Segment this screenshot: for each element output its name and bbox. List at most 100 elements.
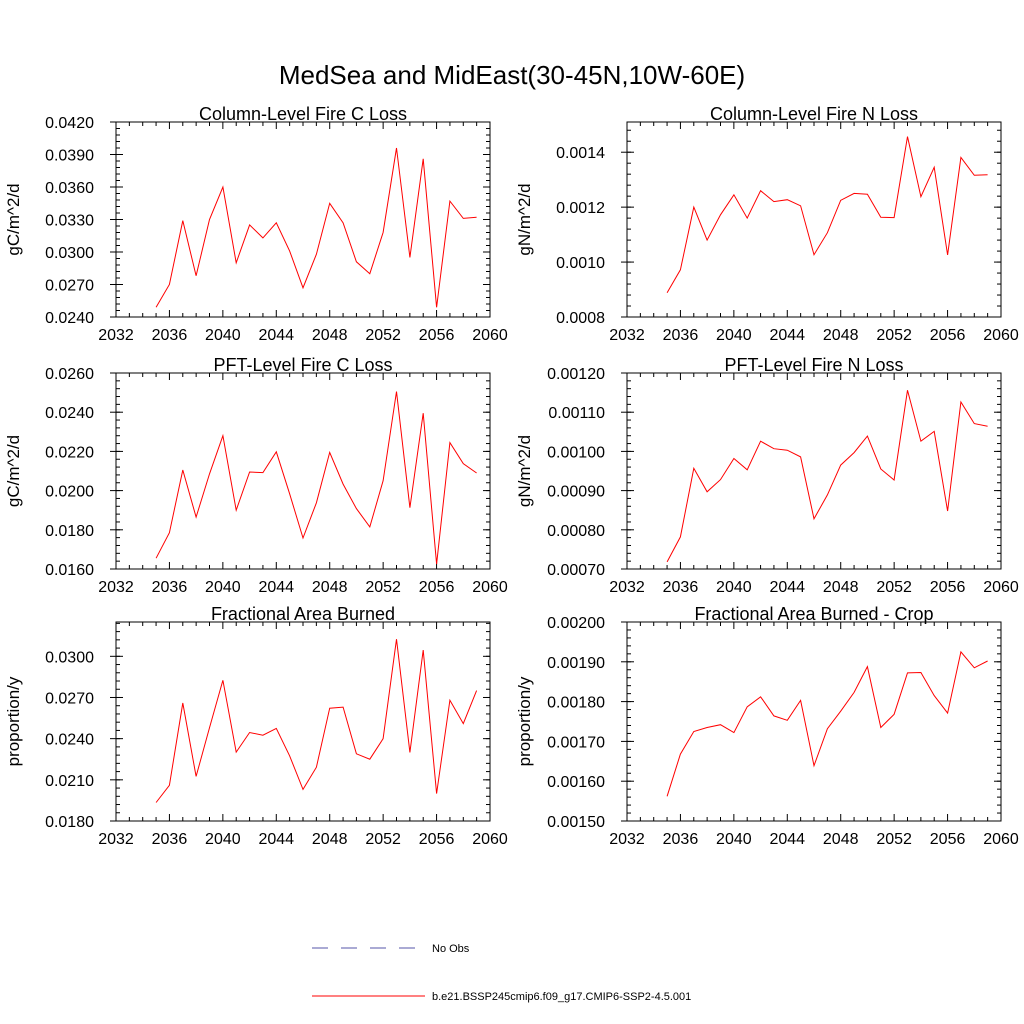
x-tick-label: 2036 [152,579,188,596]
y-tick-label: 0.0240 [45,405,94,422]
plot-frame [115,372,491,570]
x-tick-label: 2044 [258,327,294,344]
panel-title: PFT-Level Fire C Loss [213,355,392,375]
legend-label-model: b.e21.BSSP245cmip6.f09_g17.CMIP6-SSP2-4.… [432,991,691,1003]
x-tick-label: 2040 [205,327,241,344]
y-tick-label: 0.00090 [547,484,605,501]
x-tick-label: 2060 [472,831,508,848]
chart-panel-6: 2032 2036 2040 2044 2048 2052 2056 2060 0.00150 0… [515,604,1019,848]
x-tick-label: 2052 [876,579,912,596]
x-tick-label: 2036 [152,831,188,848]
y-axis-label: gN/m^2/d [515,183,534,255]
x-tick-label: 2036 [152,327,188,344]
plot-frame [115,621,491,822]
y-tick-label: 0.0160 [45,562,94,579]
x-tick-label: 2052 [365,831,401,848]
x-tick-label: 2036 [663,831,699,848]
x-tick-label: 2056 [419,579,455,596]
x-tick-label: 2044 [769,831,805,848]
y-tick-label: 0.0360 [45,180,94,197]
x-tick-label: 2048 [312,327,348,344]
x-tick-label: 2040 [716,327,752,344]
series-line [155,639,478,803]
x-tick-label: 2052 [365,327,401,344]
y-tick-label: 0.0270 [45,278,94,295]
y-tick-label: 0.0010 [556,255,605,272]
panel-title: Fractional Area Burned [211,604,395,624]
x-tick-label: 2060 [983,327,1019,344]
plot-frame [626,372,1002,570]
y-tick-label: 0.00080 [547,523,605,540]
panel-title: PFT-Level Fire N Loss [724,355,903,375]
x-tick-label: 2052 [876,327,912,344]
x-tick-label: 2052 [365,579,401,596]
series-line [666,136,988,294]
x-tick-label: 2060 [983,579,1019,596]
y-tick-label: 0.0300 [45,649,94,666]
legend-label-obs: No Obs [432,943,470,955]
x-tick-label: 2036 [663,327,699,344]
x-tick-label: 2056 [930,831,966,848]
x-tick-label: 2044 [258,579,294,596]
y-tick-label: 0.0008 [556,310,605,327]
series-line [155,391,477,565]
x-tick-label: 2048 [312,831,348,848]
y-tick-label: 0.0012 [556,200,605,217]
x-tick-label: 2040 [716,579,752,596]
legend: No Obs b.e21.BSSP245cmip6.f09_g17.CMIP6-… [312,943,691,1003]
x-tick-label: 2044 [769,327,805,344]
y-tick-label: 0.00150 [547,814,605,831]
y-tick-label: 0.0014 [556,145,605,162]
panel-title: Column-Level Fire C Loss [199,104,407,124]
y-axis-label: gC/m^2/d [4,183,23,255]
x-tick-label: 2060 [983,831,1019,848]
x-tick-label: 2056 [419,327,455,344]
x-tick-label: 2044 [258,831,294,848]
y-axis-label: proportion/y [4,676,23,766]
y-tick-label: 0.0270 [45,690,94,707]
chart-panels: 2032 2036 2040 2044 2048 2052 2056 2060 0.0240 0.… [4,104,1019,848]
series-line [666,650,988,797]
x-tick-label: 2052 [876,831,912,848]
x-tick-label: 2056 [419,831,455,848]
y-axis-label: proportion/y [515,676,534,766]
series-line [155,147,477,308]
y-tick-label: 0.00100 [547,444,605,461]
y-tick-label: 0.0240 [45,310,94,327]
x-tick-label: 2044 [769,579,805,596]
y-tick-label: 0.0220 [45,444,94,461]
x-tick-label: 2048 [823,579,859,596]
chart-panel-4: 2032 2036 2040 2044 2048 2052 2056 2060 0.00070 0… [515,355,1019,596]
y-tick-label: 0.0330 [45,213,94,230]
x-tick-label: 2036 [663,579,699,596]
chart-panel-3: 2032 2036 2040 2044 2048 2052 2056 2060 0.0160 0.… [4,355,508,596]
chart-panel-2: 2032 2036 2040 2044 2048 2052 2056 2060 0.0008 0.… [515,104,1019,344]
x-tick-label: 2032 [609,579,645,596]
y-tick-label: 0.00180 [547,695,605,712]
y-tick-label: 0.00120 [547,366,605,383]
x-tick-label: 2032 [609,327,645,344]
y-tick-label: 0.00160 [547,774,605,791]
x-tick-label: 2040 [716,831,752,848]
plot-frame [626,621,1002,822]
panel-title: Column-Level Fire N Loss [710,104,918,124]
panel-title: Fractional Area Burned - Crop [694,604,933,624]
y-tick-label: 0.0260 [45,366,94,383]
y-tick-label: 0.0180 [45,814,94,831]
x-tick-label: 2032 [609,831,645,848]
chart-panel-1: 2032 2036 2040 2044 2048 2052 2056 2060 0.0240 0.… [4,104,508,344]
y-tick-label: 0.00110 [548,405,605,422]
y-axis-label: gC/m^2/d [4,435,23,507]
x-tick-label: 2060 [472,579,508,596]
x-tick-label: 2040 [205,831,241,848]
y-tick-label: 0.00200 [547,615,605,632]
series-line [666,390,988,563]
y-axis-label: gN/m^2/d [515,435,534,507]
x-tick-label: 2056 [930,327,966,344]
y-tick-label: 0.0180 [45,523,94,540]
x-tick-label: 2060 [472,327,508,344]
y-tick-label: 0.00070 [547,562,605,579]
y-tick-label: 0.0240 [45,732,94,749]
chart-panel-5: 2032 2036 2040 2044 2048 2052 2056 2060 0.0180 0.… [4,604,508,848]
